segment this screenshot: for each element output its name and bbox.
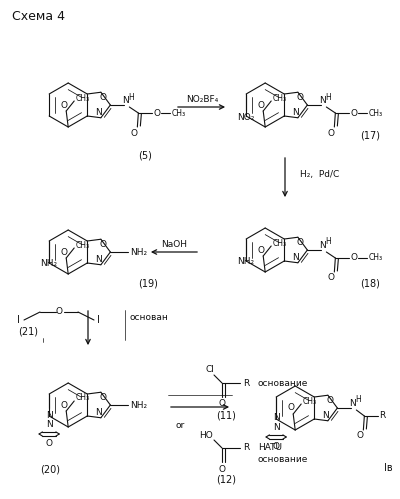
- Text: (21): (21): [18, 327, 38, 337]
- Text: N: N: [96, 255, 102, 264]
- Text: R: R: [243, 444, 249, 453]
- Text: NO₂BF₄: NO₂BF₄: [186, 94, 218, 103]
- Text: O: O: [61, 100, 68, 109]
- Text: (17): (17): [360, 130, 380, 140]
- Text: NO₂: NO₂: [238, 112, 255, 121]
- Text: H: H: [326, 238, 331, 247]
- Text: O: O: [328, 273, 335, 282]
- Text: основан: основан: [130, 313, 169, 322]
- Text: CH₃: CH₃: [272, 239, 286, 248]
- Text: O: O: [99, 240, 106, 249]
- Text: O: O: [99, 393, 106, 402]
- Text: (12): (12): [216, 474, 236, 484]
- Text: O: O: [258, 100, 265, 109]
- Text: O: O: [218, 400, 226, 409]
- Text: or: or: [175, 421, 185, 430]
- Text: NH₂: NH₂: [130, 248, 147, 256]
- Text: N: N: [273, 423, 280, 433]
- Text: O: O: [273, 442, 280, 451]
- Text: CH₃: CH₃: [302, 397, 316, 406]
- Text: O: O: [131, 129, 138, 138]
- Text: CH₃: CH₃: [368, 108, 382, 117]
- Text: N: N: [46, 411, 52, 420]
- Text: (18): (18): [360, 278, 380, 288]
- Text: O: O: [61, 401, 68, 410]
- Text: основание: основание: [258, 379, 308, 388]
- Text: O: O: [154, 108, 161, 117]
- Text: Cl: Cl: [206, 365, 214, 375]
- Text: O: O: [258, 246, 265, 254]
- Text: O: O: [296, 238, 303, 247]
- Text: N: N: [96, 408, 102, 417]
- Text: H: H: [128, 92, 134, 101]
- Text: CH₃: CH₃: [75, 241, 89, 250]
- Text: N: N: [273, 414, 280, 423]
- Text: (20): (20): [40, 465, 60, 475]
- Text: NH₂: NH₂: [238, 257, 255, 266]
- Text: NH₂: NH₂: [130, 401, 147, 410]
- Text: (5): (5): [138, 150, 152, 160]
- Text: CH₃: CH₃: [171, 108, 186, 117]
- Text: CH₃: CH₃: [272, 93, 286, 102]
- Text: Iв: Iв: [384, 463, 392, 473]
- Text: N: N: [292, 108, 299, 117]
- Text: (19): (19): [138, 278, 158, 288]
- Text: N: N: [96, 108, 102, 117]
- Text: R: R: [379, 412, 386, 421]
- Text: O: O: [46, 439, 53, 448]
- Text: O: O: [326, 396, 333, 405]
- Text: O: O: [218, 465, 226, 474]
- Text: HO: HO: [199, 431, 213, 440]
- Text: N: N: [46, 420, 52, 430]
- Text: N: N: [322, 411, 329, 420]
- Text: основание: основание: [258, 455, 308, 464]
- Text: Схема 4: Схема 4: [12, 10, 65, 23]
- Text: NH₂: NH₂: [40, 259, 58, 268]
- Text: (11): (11): [216, 410, 236, 420]
- Text: O: O: [288, 404, 295, 413]
- Text: O: O: [61, 248, 68, 256]
- Text: HATU: HATU: [258, 443, 282, 452]
- Text: O: O: [351, 253, 358, 262]
- Text: O: O: [56, 307, 62, 316]
- Text: N: N: [292, 253, 299, 262]
- Text: I: I: [96, 315, 100, 325]
- Text: N: N: [319, 95, 326, 104]
- Text: H: H: [326, 92, 331, 101]
- Text: N: N: [349, 399, 356, 408]
- Text: H: H: [356, 396, 361, 405]
- Text: H₂,  Pd/C: H₂, Pd/C: [300, 171, 339, 180]
- Text: O: O: [351, 108, 358, 117]
- Text: O: O: [357, 432, 364, 441]
- Text: NaOH: NaOH: [161, 240, 187, 249]
- Text: CH₃: CH₃: [75, 394, 89, 403]
- Text: R: R: [243, 379, 249, 388]
- Text: I: I: [16, 315, 20, 325]
- Text: N: N: [122, 95, 129, 104]
- Text: N: N: [319, 241, 326, 250]
- Text: O: O: [99, 93, 106, 102]
- Text: O: O: [296, 93, 303, 102]
- Text: O: O: [328, 129, 335, 138]
- Text: CH₃: CH₃: [75, 93, 89, 102]
- Text: CH₃: CH₃: [368, 253, 382, 262]
